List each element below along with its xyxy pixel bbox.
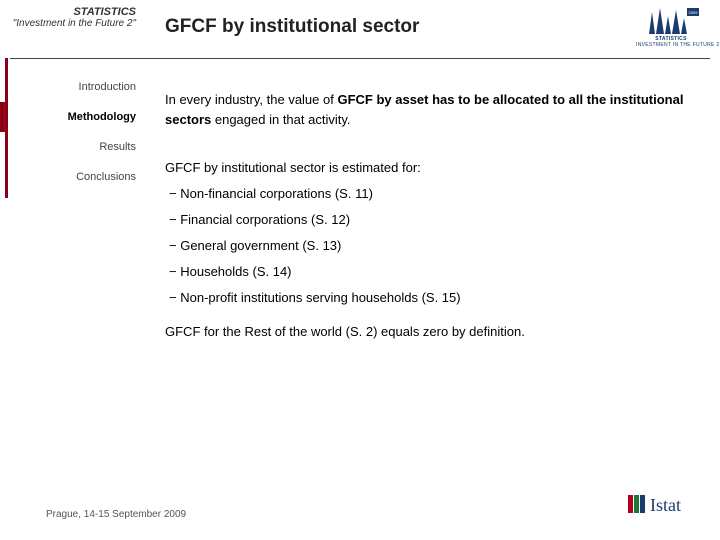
list-item: Households (S. 14) [169, 263, 696, 282]
sidebar: Introduction Methodology Results Conclus… [0, 72, 150, 192]
conference-logo: 2009 STATISTICS INVESTMENT IN THE FUTURE… [636, 6, 706, 48]
list-item: General government (S. 13) [169, 237, 696, 256]
sidebar-item-methodology[interactable]: Methodology [0, 102, 150, 132]
footer-text: Prague, 14-15 September 2009 [46, 509, 186, 520]
spires-icon: 2009 [643, 6, 699, 36]
eyebrow-line1: STATISTICS [0, 6, 136, 18]
intro-paragraph: In every industry, the value of GFCF by … [165, 90, 696, 130]
logo-tagline: INVESTMENT IN THE FUTURE 2 [636, 42, 719, 48]
istat-word: Istat [650, 495, 681, 515]
sidebar-item-results[interactable]: Results [0, 132, 150, 162]
year-badge: 2009 [689, 10, 699, 15]
page-title: GFCF by institutional sector [165, 16, 419, 38]
list-item: Non-financial corporations (S. 11) [169, 185, 696, 204]
sidebar-item-introduction[interactable]: Introduction [0, 72, 150, 102]
istat-logo: Istat [628, 491, 702, 524]
closing-paragraph: GFCF for the Rest of the world (S. 2) eq… [165, 322, 696, 342]
sidebar-item-conclusions[interactable]: Conclusions [0, 162, 150, 192]
para1-c: engaged in that activity. [211, 112, 350, 127]
istat-logo-svg: Istat [628, 491, 702, 519]
eyebrow-line2: "Investment in the Future 2" [0, 18, 136, 31]
logo-caption: STATISTICS INVESTMENT IN THE FUTURE 2 [636, 36, 706, 48]
list-lead: GFCF by institutional sector is estimate… [165, 158, 696, 178]
body: In every industry, the value of GFCF by … [165, 90, 696, 342]
slide: STATISTICS "Investment in the Future 2" … [0, 0, 720, 540]
para1-a: In every industry, the value of [165, 92, 337, 107]
list-item: Financial corporations (S. 12) [169, 211, 696, 230]
list-item: Non-profit institutions serving househol… [169, 289, 696, 308]
footer: Prague, 14-15 September 2009 Istat [0, 494, 720, 530]
header-rule [10, 58, 710, 59]
header-eyebrow: STATISTICS "Investment in the Future 2" [0, 6, 150, 31]
sector-list: Non-financial corporations (S. 11) Finan… [169, 185, 696, 307]
